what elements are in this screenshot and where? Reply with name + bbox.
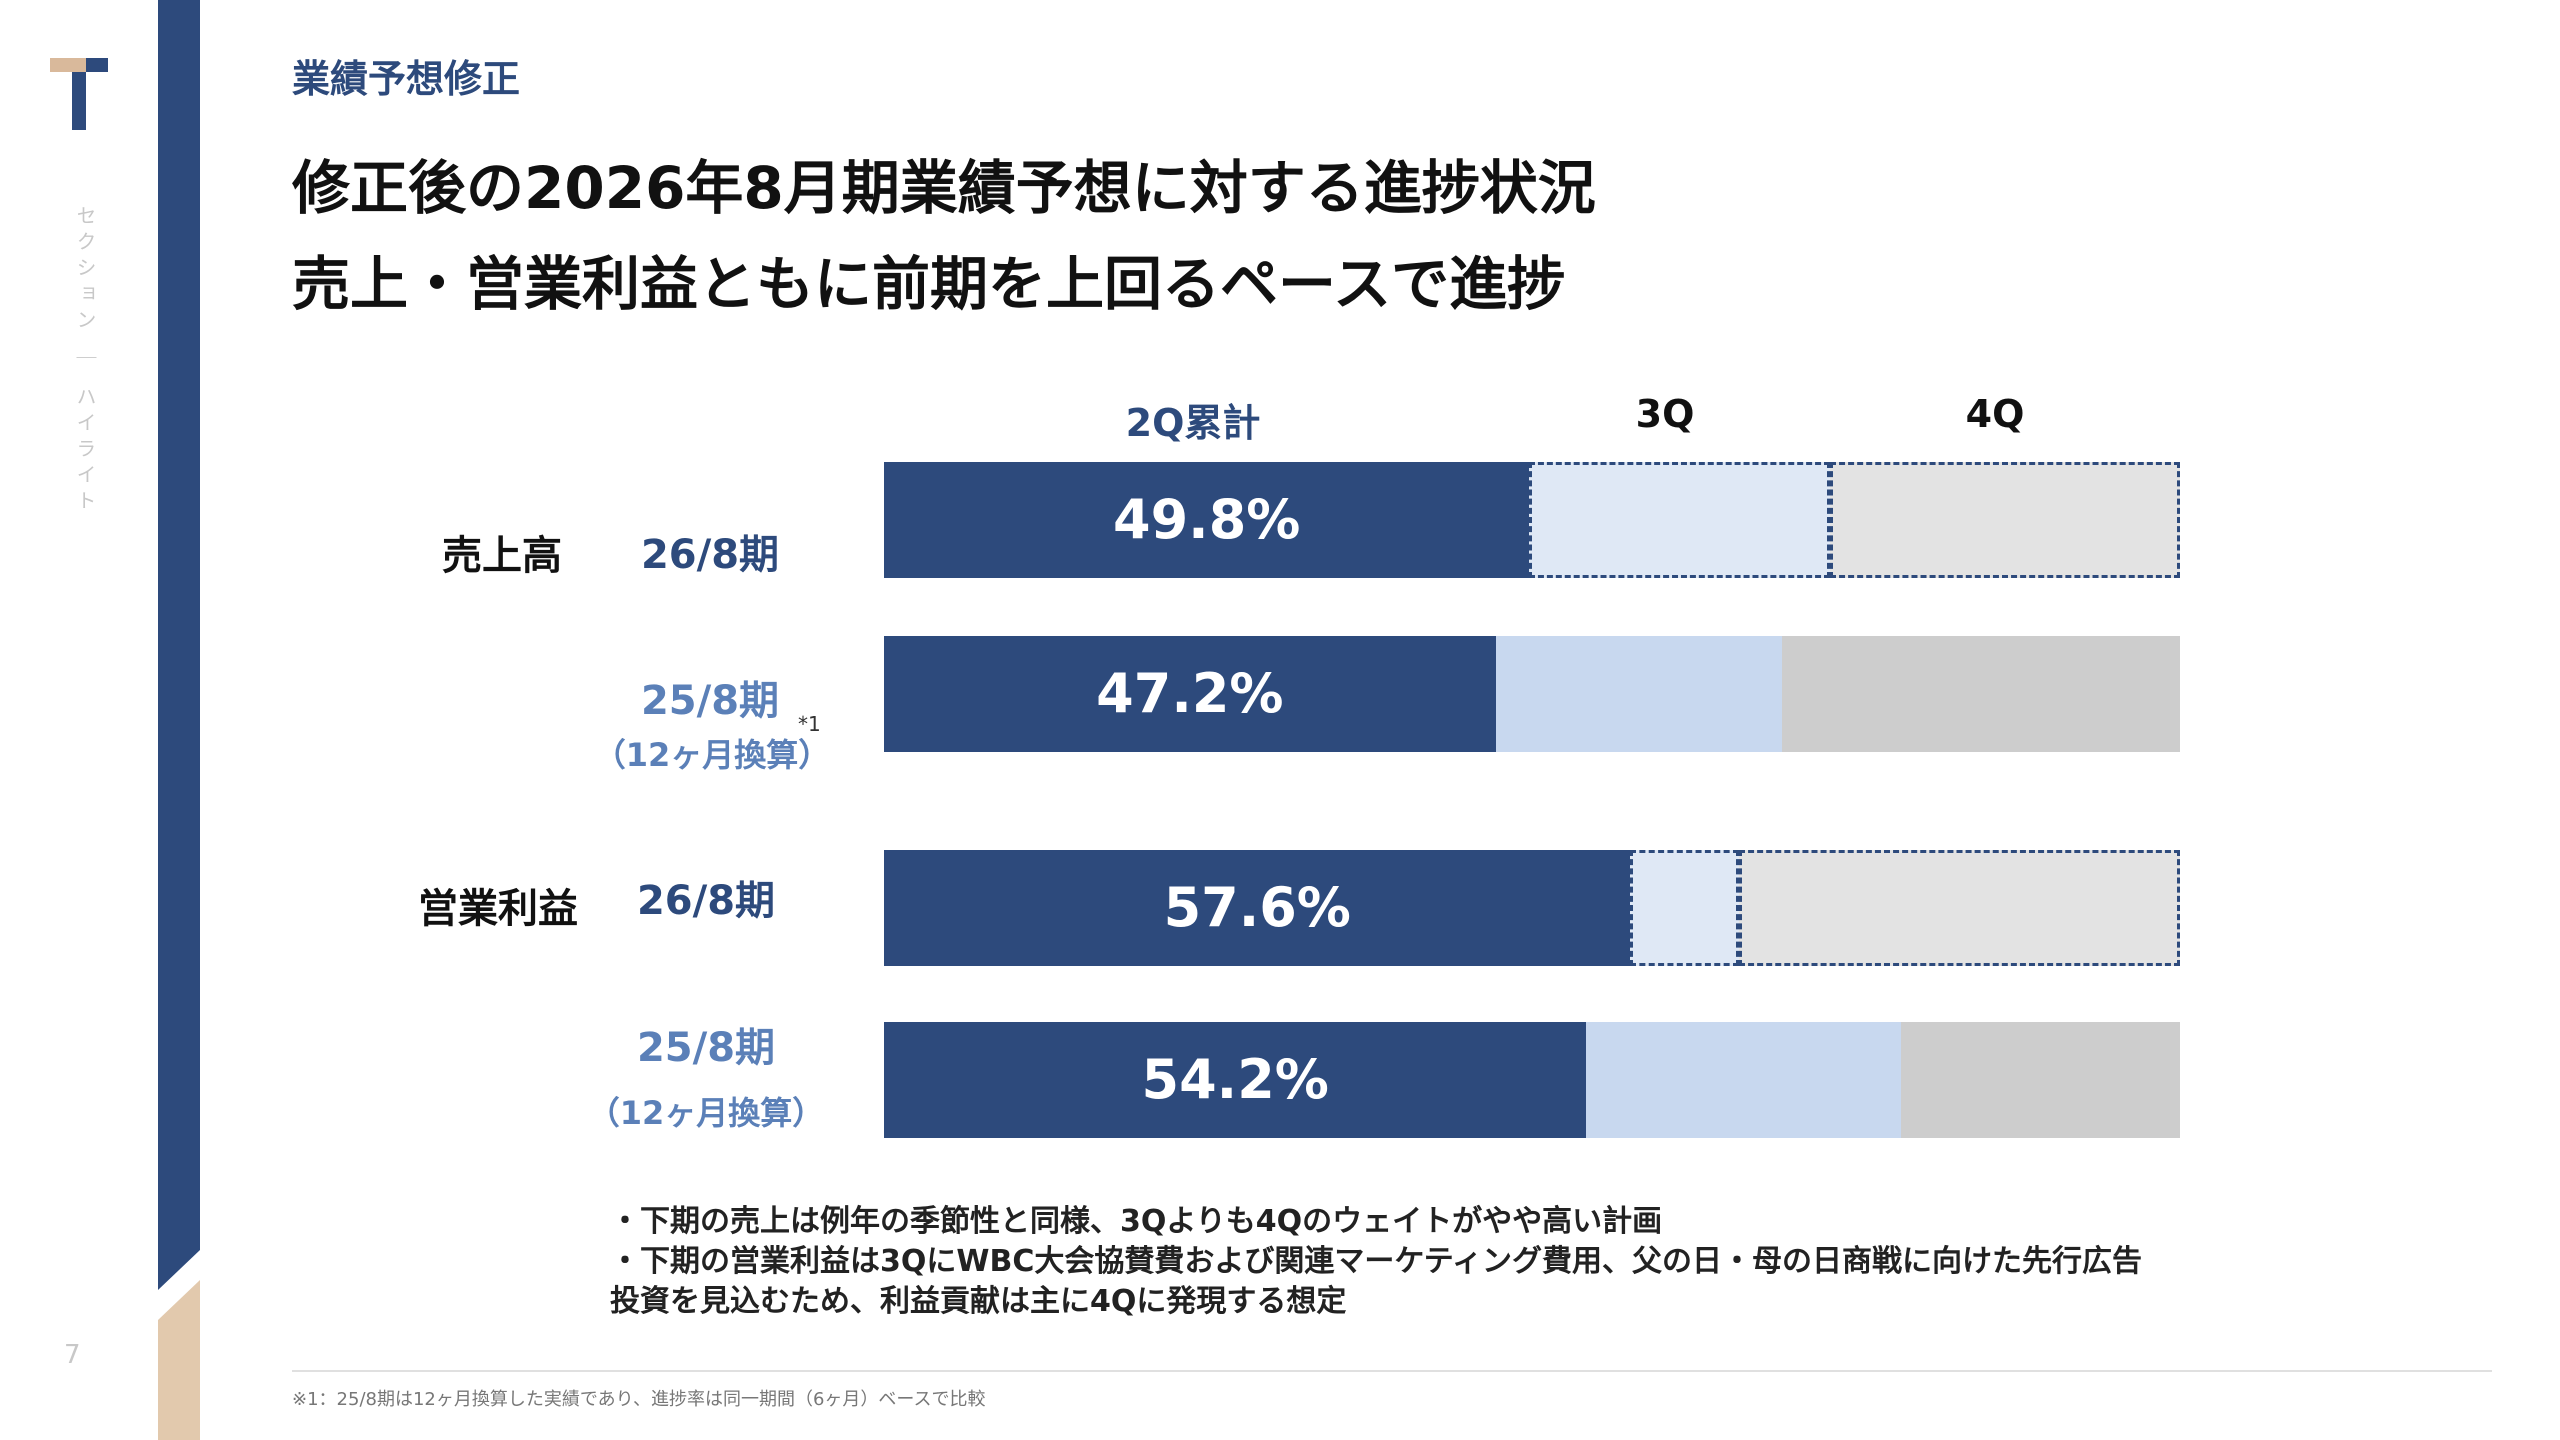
column-label-3q: 3Q	[1635, 392, 1695, 436]
note-line: ・下期の売上は例年の季節性と同様、3Qよりも4Qのウェイトがやや高い計画	[610, 1204, 1663, 1239]
bar-value-label: 49.8%	[1113, 488, 1301, 551]
bar-row: 57.6%	[884, 850, 2180, 966]
bar-segment-q4	[1739, 850, 2180, 966]
period-sub-label: （12ヶ月換算）	[587, 1094, 825, 1132]
category-label-sales: 売上高	[442, 533, 562, 579]
period-label: 25/8期	[640, 678, 780, 724]
company-logo	[50, 58, 108, 130]
bar-segment-h1	[884, 1022, 1587, 1138]
bar-value-label: 47.2%	[1096, 662, 1284, 725]
period-sub-label: （12ヶ月換算）	[593, 736, 831, 774]
note-line: ・下期の営業利益は3QにWBC大会協賛費および関連マーケティング費用、父の日・母…	[610, 1244, 2142, 1279]
note-line: 投資を見込むため、利益貢献は主に4Qに発現する想定	[610, 1284, 1347, 1319]
bar-value-label: 57.6%	[1163, 876, 1351, 939]
notes-block: ・下期の売上は例年の季節性と同様、3Qよりも4Qのウェイトがやや高い計画 ・下期…	[610, 1202, 2142, 1322]
decorative-stripe-tan	[158, 1280, 200, 1440]
bar-row: 49.8%	[884, 462, 2180, 578]
bar-segment-h1	[884, 462, 1530, 578]
column-label-4q: 4Q	[1965, 392, 2025, 436]
bar-segment-q4	[1901, 1022, 2180, 1138]
bar-segment-h1	[884, 850, 1631, 966]
period-label: 25/8期	[636, 1025, 776, 1071]
bar-row: 54.2%	[884, 1022, 2180, 1138]
headline-line-2: 売上・営業利益ともに前期を上回るペースで進捗	[292, 250, 1566, 318]
footnote-mark: *1	[798, 712, 821, 736]
footer-divider	[292, 1370, 2492, 1372]
page-number: 7	[64, 1340, 81, 1370]
bar-segment-q4	[1782, 636, 2180, 752]
column-label-2q: 2Q累計	[1125, 401, 1261, 445]
category-label-operating-profit: 営業利益	[418, 886, 578, 932]
period-label: 26/8期	[636, 878, 776, 924]
bar-row: 47.2%	[884, 636, 2180, 752]
bar-segment-h1	[884, 636, 1496, 752]
period-label: 26/8期	[640, 532, 780, 578]
bar-segment-q3	[1586, 1022, 1902, 1138]
bar-value-label: 54.2%	[1141, 1048, 1329, 1111]
headline-line-1: 修正後の2026年8月期業績予想に対する進捗状況	[292, 154, 1596, 222]
section-vertical-label: セクション ｜ ハイライト	[73, 205, 97, 516]
bar-segment-q3	[1630, 850, 1740, 966]
page-headline: 修正後の2026年8月期業績予想に対する進捗状況 売上・営業利益ともに前期を上回…	[292, 140, 1596, 332]
bar-segment-q3	[1529, 462, 1831, 578]
bar-segment-q4	[1830, 462, 2180, 578]
section-label: 業績予想修正	[292, 57, 521, 101]
decorative-stripe-navy	[158, 0, 200, 1290]
footnote: ※1：25/8期は12ヶ月換算した実績であり、進捗率は同一期間（6ヶ月）ベースで…	[292, 1389, 986, 1410]
bar-segment-q3	[1495, 636, 1783, 752]
